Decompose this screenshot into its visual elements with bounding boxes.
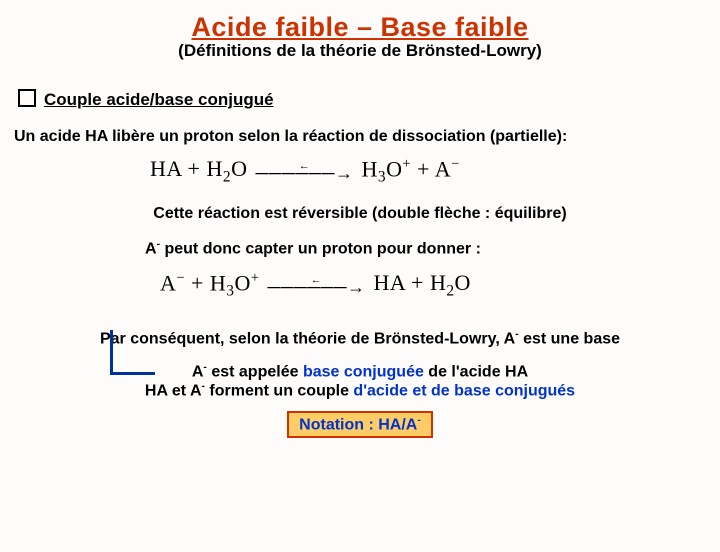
equilibrium-arrow-icon: ← ──────→: [267, 277, 365, 294]
eq2-rhs: HA + H2O: [373, 270, 470, 300]
blue-term-1: base conjuguée: [303, 363, 424, 380]
connector-icon: [110, 330, 155, 375]
eq1-rhs: H3O+ + A−: [361, 156, 459, 187]
a-minus-line: A- peut donc capter un proton pour donne…: [145, 239, 720, 258]
conjugate-line-a: A- est appelée base conjuguée de l'acide…: [0, 362, 720, 381]
consequence-line: Par conséquent, selon la théorie de Brön…: [0, 329, 720, 348]
bullet-square-icon: [18, 89, 36, 107]
intro-line: Un acide HA libère un proton selon la ré…: [14, 128, 720, 146]
eq1-content: HA + H2O ← ──────→ H3O+ + A−: [150, 156, 460, 187]
eq1-lhs: HA + H2O: [150, 156, 247, 186]
blue-term-2: d'acide et de base conjugués: [353, 383, 575, 400]
eq2-content: A− + H3O+ ← ──────→ HA + H2O: [160, 270, 471, 301]
conjugate-line-b: HA et A- forment un couple d'acide et de…: [0, 381, 720, 400]
equilibrium-arrow-icon: ← ──────→: [255, 163, 353, 180]
notation-box: Notation : HA/A-: [287, 411, 433, 438]
page-subtitle: (Définitions de la théorie de Brönsted-L…: [0, 41, 720, 61]
equation-1: HA + H2O ← ──────→ H3O+ + A−: [150, 156, 720, 187]
page-title: Acide faible – Base faible: [0, 12, 720, 43]
equation-2: A− + H3O+ ← ──────→ HA + H2O: [160, 270, 720, 301]
eq2-lhs: A− + H3O+: [160, 270, 259, 301]
section-label: Couple acide/base conjugué: [44, 90, 274, 109]
reversible-line: Cette réaction est réversible (double fl…: [0, 205, 720, 223]
notation-row: Notation : HA/A-: [0, 411, 720, 438]
section-heading: Couple acide/base conjugué: [18, 89, 720, 110]
